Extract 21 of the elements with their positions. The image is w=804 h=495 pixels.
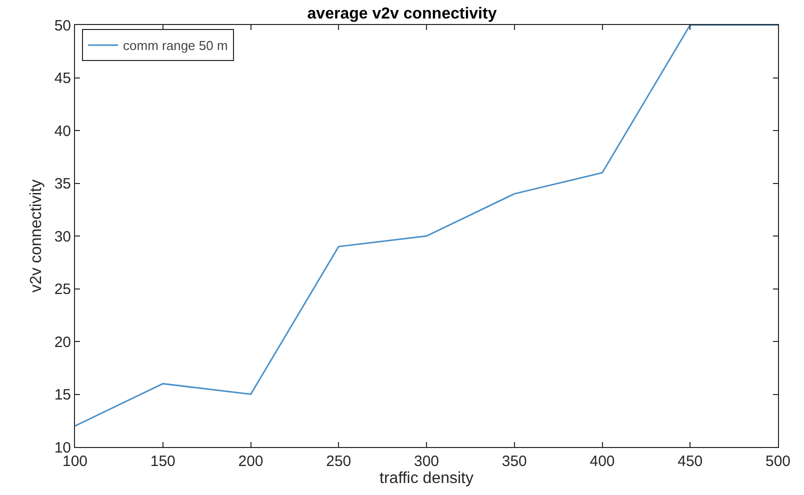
y-axis-title: v2v connectivity	[28, 180, 46, 292]
x-tick-label: 200	[238, 453, 264, 470]
x-tick-label: 250	[326, 453, 352, 470]
x-tick-label: 300	[414, 453, 440, 470]
y-tick-label: 25	[54, 281, 71, 298]
y-tick-label: 15	[54, 386, 71, 404]
y-tick-label: 30	[54, 228, 71, 246]
y-tick-label: 40	[54, 122, 71, 140]
x-tick-label: 450	[678, 453, 703, 470]
line-series	[75, 25, 778, 427]
x-tick-label: 350	[502, 453, 527, 470]
x-axis-title: traffic density	[380, 470, 474, 487]
x-tick-label: 500	[765, 453, 791, 470]
y-tick-label: 35	[54, 176, 71, 192]
chart-title: average v2v connectivity	[307, 6, 497, 23]
x-tick-label: 400	[590, 453, 615, 470]
y-tick-label: 50	[54, 17, 71, 34]
y-tick-label: 45	[54, 70, 71, 87]
y-tick-label: 20	[54, 334, 71, 351]
legend-label: comm range 50 m	[123, 38, 228, 54]
x-tick-label: 150	[150, 453, 176, 470]
